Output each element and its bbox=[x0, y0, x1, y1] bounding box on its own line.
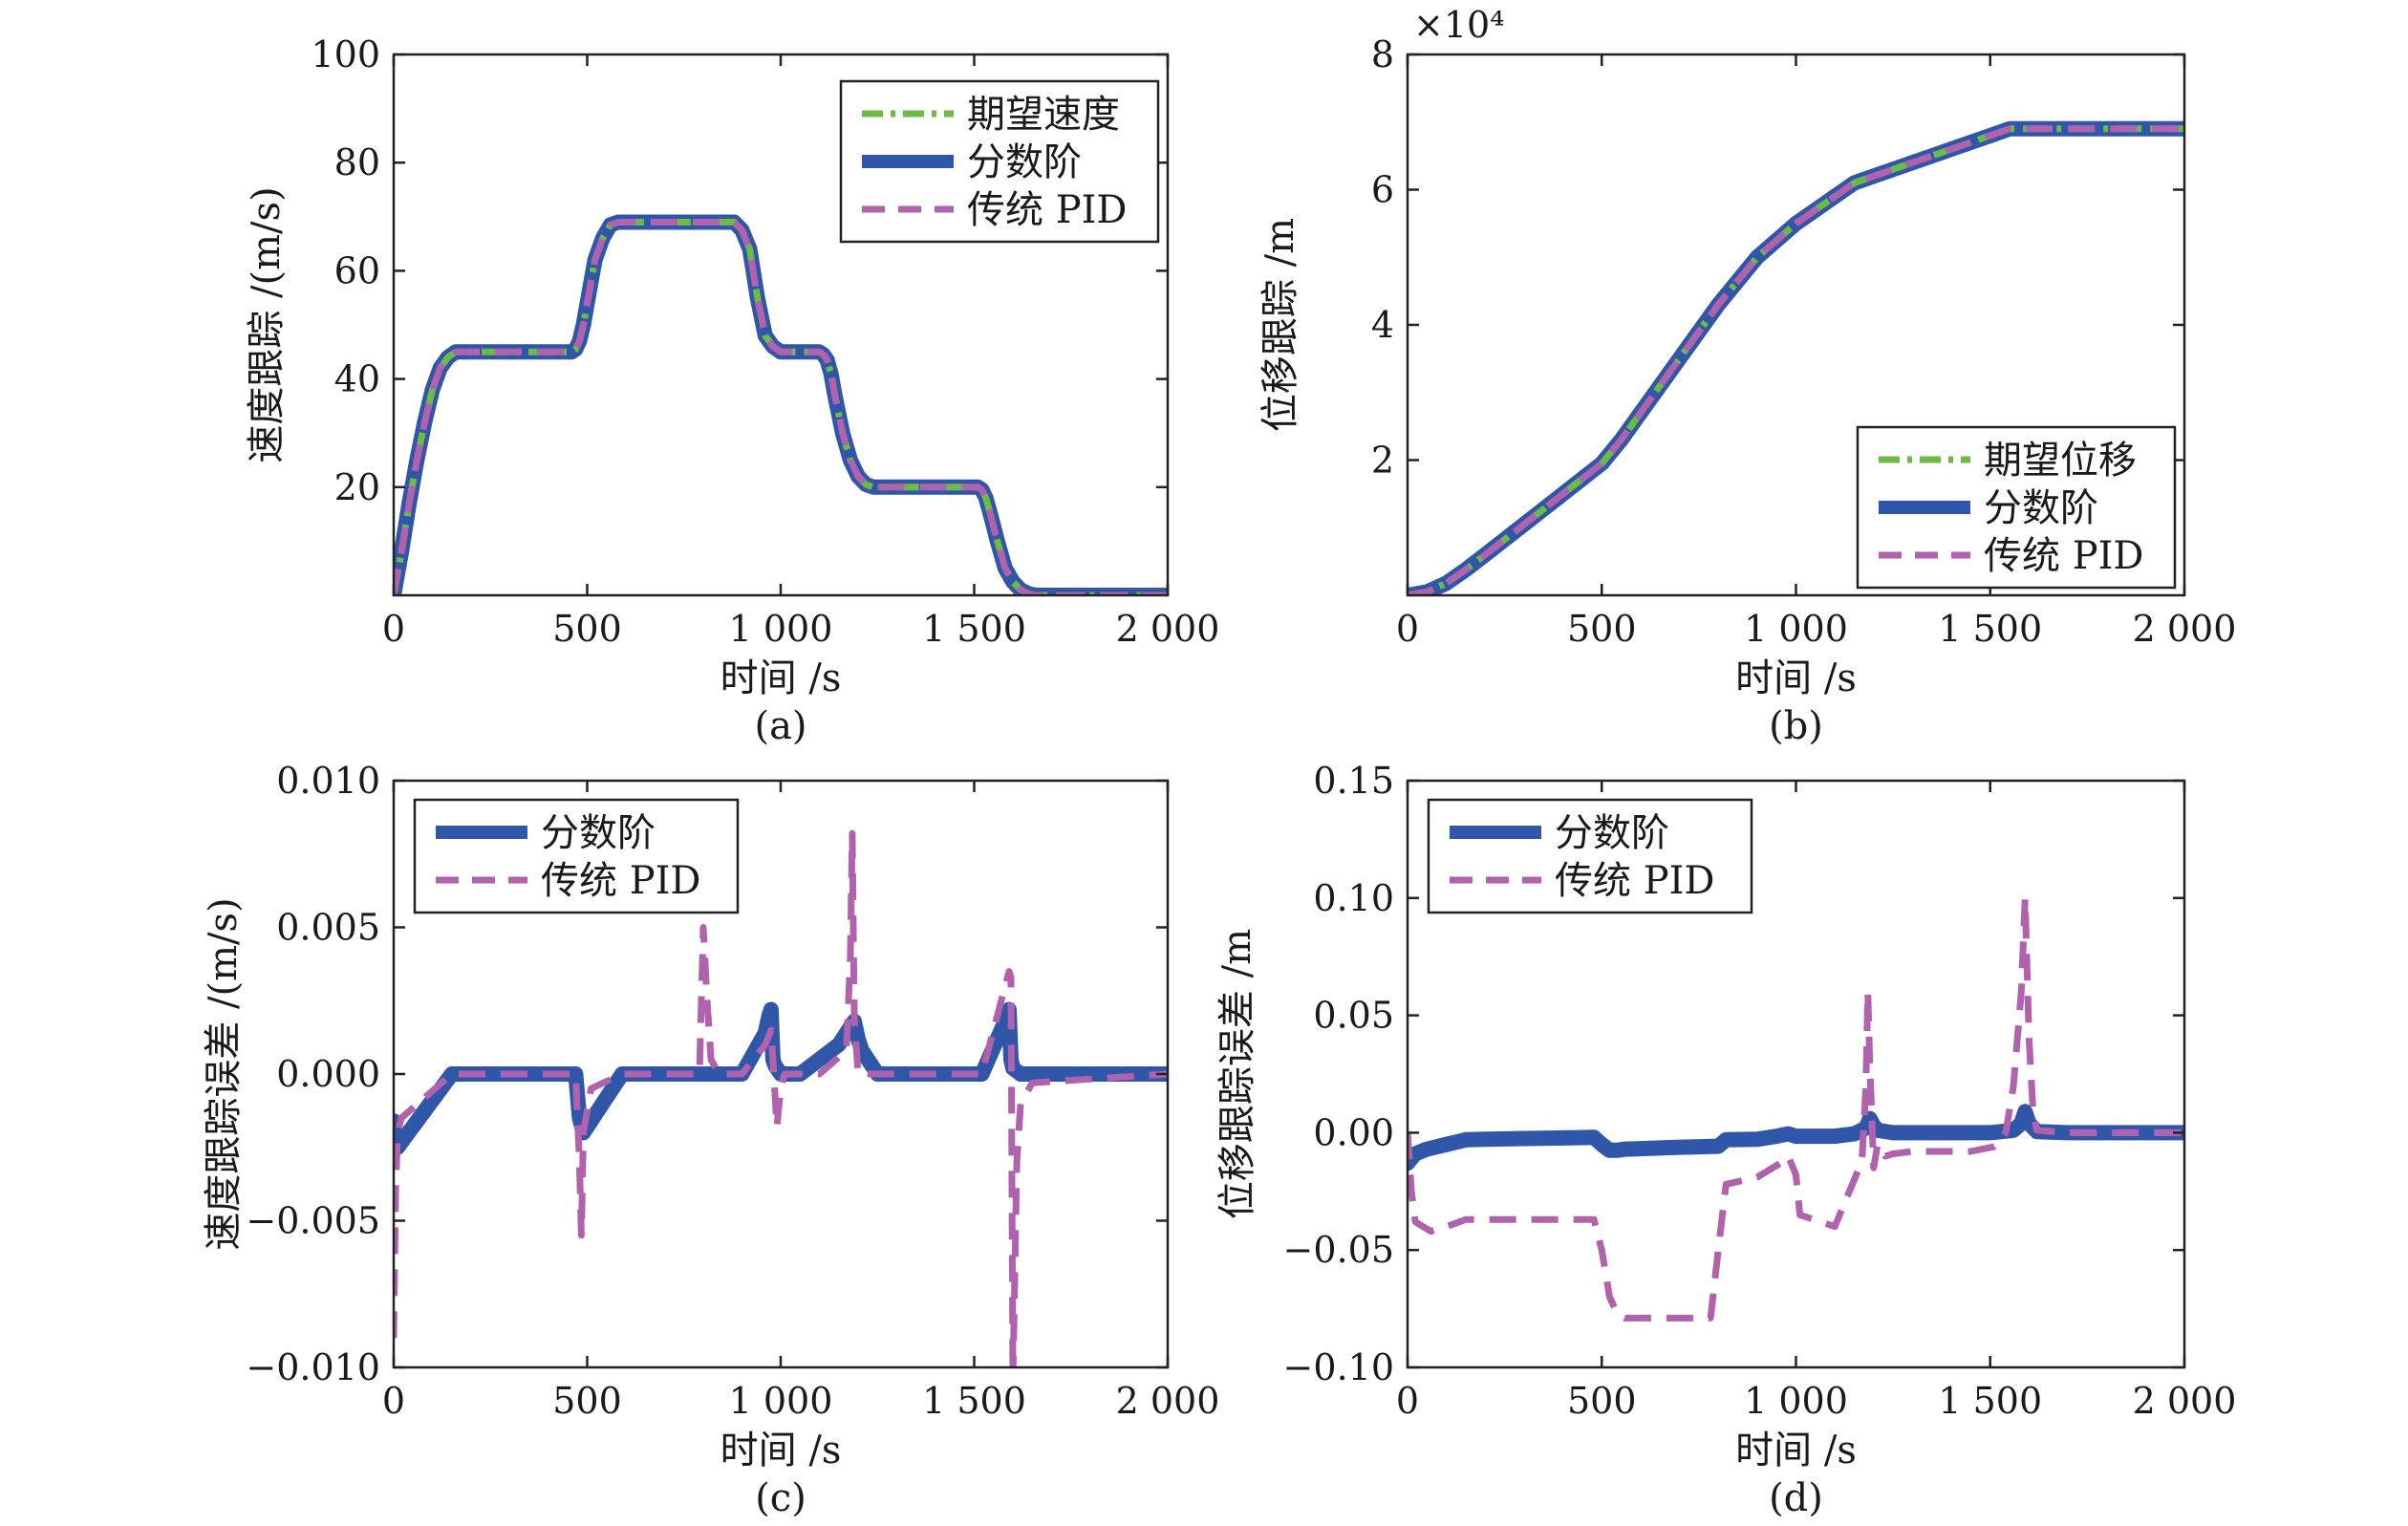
panel-a: 0 500 1 000 1 500 2 000 20 40 60 80 100 时间 /s 速度跟踪 … bbox=[245, 33, 1219, 748]
panel-d-y-tick-label: −0.10 bbox=[1283, 1346, 1394, 1388]
panel-a-x-tick-label: 1 500 bbox=[922, 608, 1026, 650]
panel-b-series-line-2 bbox=[1408, 125, 2184, 595]
panel-d: 0 500 1 000 1 500 2 000 −0.10 −0.05 0.00 0.05 0.1… bbox=[1215, 760, 2236, 1520]
panel-d-y-tick-label: 0.15 bbox=[1313, 760, 1394, 802]
panel-d-x-tick-label: 2 000 bbox=[2133, 1380, 2237, 1422]
panel-a-series bbox=[394, 214, 1168, 595]
panel-a-legend-label-1: 分数阶 bbox=[967, 140, 1082, 184]
panel-d-x-tick-label: 1 000 bbox=[1744, 1380, 1848, 1422]
panel-b-x-axis-label: 时间 /s bbox=[1735, 656, 1857, 700]
panel-c-x-tick-label: 1 000 bbox=[729, 1380, 833, 1422]
panel-c-y-tick-label: 0.010 bbox=[276, 760, 380, 802]
panel-d-legend-label-1: 传统 PID bbox=[1555, 859, 1715, 903]
panel-d-series-line-0 bbox=[1408, 1104, 2184, 1171]
panel-b: 0 500 1 000 1 500 2 000 2 4 6 8 ×10⁴ 时间 /s 位移跟踪 /m (… bbox=[1258, 4, 2236, 748]
panel-b-y-tick-label: 2 bbox=[1371, 440, 1394, 482]
panel-d-series bbox=[1408, 894, 2184, 1322]
panel-d-y-tick-label: −0.05 bbox=[1283, 1229, 1394, 1271]
panel-a-x-tick-label: 0 bbox=[382, 608, 405, 650]
panel-b-x-tick-label: 1 000 bbox=[1744, 608, 1848, 650]
panel-c-y-tick-label: −0.010 bbox=[246, 1346, 380, 1388]
panel-c-x-tick-label: 2 000 bbox=[1116, 1380, 1220, 1422]
panel-d-y-tick-label: 0.00 bbox=[1313, 1111, 1394, 1153]
panel-d-y-tick-label: 0.10 bbox=[1313, 877, 1394, 919]
panel-a-x-tick-label: 500 bbox=[552, 608, 622, 650]
panel-c-legend-box bbox=[413, 798, 740, 914]
panel-a-caption: (a) bbox=[754, 704, 806, 748]
panel-d-caption: (d) bbox=[1769, 1476, 1823, 1520]
panel-b-x-tick-label: 0 bbox=[1396, 608, 1419, 650]
panel-d-legend-label-0: 分数阶 bbox=[1555, 811, 1669, 855]
panel-a-legend-label-0: 期望速度 bbox=[967, 93, 1120, 137]
panel-d-x-axis-label: 时间 /s bbox=[1735, 1429, 1857, 1472]
panel-b-series bbox=[1408, 120, 2184, 595]
panel-a-x-tick-label: 1 000 bbox=[729, 608, 833, 650]
panel-b-x-tick-label: 1 500 bbox=[1938, 608, 2042, 650]
panel-b-y-axis-label: 位移跟踪 /m bbox=[1258, 218, 1302, 432]
panel-b-caption: (b) bbox=[1769, 704, 1823, 748]
panel-a-series-line-2 bbox=[394, 219, 1168, 595]
panel-c-x-tick-label: 1 500 bbox=[922, 1380, 1026, 1422]
panel-d-x-tick-label: 500 bbox=[1567, 1380, 1637, 1422]
panel-a-y-tick-label: 60 bbox=[334, 249, 380, 291]
panel-b-y-tick-label: 4 bbox=[1371, 304, 1394, 346]
panel-c-legend-label-1: 传统 PID bbox=[541, 859, 701, 903]
panel-c: 0 500 1 000 1 500 2 000 −0.010 −0.005 0.000 0.00… bbox=[202, 760, 1219, 1520]
panel-c-x-tick-label: 0 bbox=[382, 1380, 405, 1422]
panel-d-x-tick-label: 1 500 bbox=[1938, 1380, 2042, 1422]
panel-c-series bbox=[394, 829, 1168, 1367]
panel-c-caption: (c) bbox=[755, 1476, 806, 1520]
panel-d-y-axis-label: 位移跟踪误差 /m bbox=[1215, 929, 1259, 1219]
panel-a-series-line-0 bbox=[394, 219, 1168, 595]
panel-c-x-tick-label: 500 bbox=[552, 1380, 622, 1422]
panel-a-series-line-1 bbox=[394, 214, 1168, 595]
panel-b-x-tick-label: 2 000 bbox=[2133, 608, 2237, 650]
panel-d-y-tick-label: 0.05 bbox=[1313, 995, 1394, 1037]
panel-a-y-tick-label: 100 bbox=[311, 33, 380, 75]
panel-b-y-tick-label: 6 bbox=[1371, 169, 1394, 211]
panel-c-series-line-1 bbox=[394, 829, 1168, 1367]
panel-a-y-axis-label: 速度跟踪 /(m/s) bbox=[245, 186, 289, 462]
panel-d-x-tick-label: 0 bbox=[1396, 1380, 1419, 1422]
panel-b-y-tick-label: 8 bbox=[1371, 33, 1394, 75]
panel-c-x-axis-label: 时间 /s bbox=[720, 1429, 842, 1472]
panel-a-y-tick-label: 80 bbox=[334, 141, 380, 183]
panel-c-y-tick-label: 0.000 bbox=[276, 1053, 380, 1095]
panel-c-y-axis-label: 速度跟踪误差 /(m/s) bbox=[202, 897, 246, 1250]
panel-b-x-tick-label: 500 bbox=[1567, 608, 1637, 650]
panel-a-legend-label-2: 传统 PID bbox=[967, 188, 1128, 232]
panel-b-legend-label-0: 期望位移 bbox=[1984, 439, 2137, 483]
panel-b-legend-label-2: 传统 PID bbox=[1984, 534, 2144, 578]
panel-d-legend-box bbox=[1427, 798, 1753, 914]
panel-b-legend-label-1: 分数阶 bbox=[1984, 486, 2098, 530]
panel-a-y-tick-label: 20 bbox=[334, 466, 380, 508]
panel-b-y-multiplier: ×10⁴ bbox=[1413, 4, 1504, 46]
panel-d-series-line-1 bbox=[1408, 894, 2184, 1322]
panel-c-legend-label-0: 分数阶 bbox=[541, 811, 656, 855]
panel-a-x-axis-label: 时间 /s bbox=[720, 656, 842, 700]
panel-a-x-tick-label: 2 000 bbox=[1116, 608, 1220, 650]
panel-c-y-tick-label: 0.005 bbox=[276, 907, 380, 949]
panel-a-y-tick-label: 40 bbox=[334, 358, 380, 400]
panel-c-y-tick-label: −0.005 bbox=[246, 1200, 380, 1242]
